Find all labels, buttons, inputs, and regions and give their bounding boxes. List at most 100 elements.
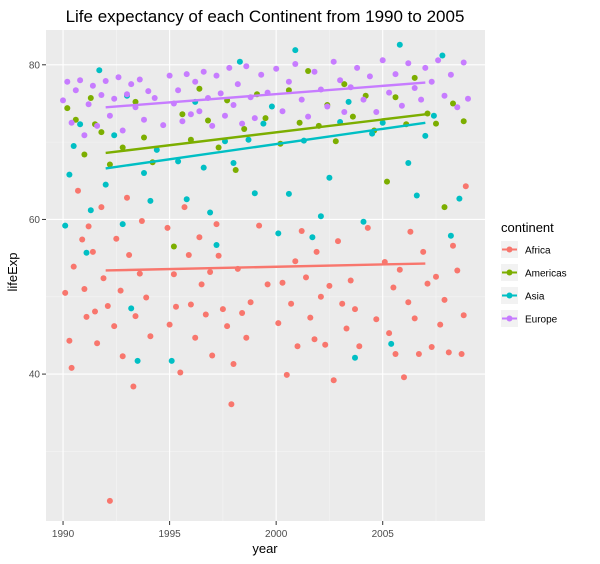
data-point-africa [85, 223, 92, 230]
trend-line-africa [105, 262, 426, 272]
data-point-africa [428, 344, 435, 350]
data-point-asia [134, 357, 141, 364]
data-point-africa [81, 286, 88, 292]
y-tick-label: 40 [29, 370, 41, 381]
data-point-africa [147, 333, 154, 340]
data-point-africa [209, 352, 216, 359]
data-point-africa [83, 313, 90, 320]
data-point-asia [168, 357, 175, 364]
data-point-europe [341, 109, 348, 115]
data-point-africa [68, 364, 75, 371]
data-point-africa [298, 228, 305, 234]
data-point-africa [132, 313, 139, 320]
legend-label: Europe [525, 315, 558, 326]
data-point-europe [98, 92, 105, 98]
data-point-europe [330, 58, 337, 65]
data-point-africa [243, 334, 250, 341]
series-europe-points [60, 57, 471, 139]
data-point-asia [77, 121, 84, 128]
data-point-asia [326, 174, 333, 181]
data-point-europe [200, 68, 207, 75]
data-point-asia [439, 52, 446, 59]
legend: continent Africa Americas Asia Europe [501, 220, 567, 327]
data-point-europe [435, 57, 442, 64]
data-point-europe [85, 101, 92, 108]
data-point-africa [288, 300, 295, 307]
data-point-africa [292, 258, 299, 265]
data-point-asia [292, 47, 299, 54]
data-point-americas [433, 120, 439, 127]
data-point-americas [141, 134, 147, 141]
data-point-africa [373, 316, 380, 323]
data-point-asia [102, 181, 109, 188]
data-point-africa [138, 218, 145, 224]
data-point-africa [100, 275, 107, 282]
legend-key-point [506, 292, 513, 299]
data-point-americas [285, 87, 292, 94]
data-point-asia [360, 218, 367, 225]
data-point-americas [460, 118, 467, 125]
data-point-africa [326, 282, 333, 289]
data-point-europe [94, 122, 101, 129]
data-point-asia [70, 143, 77, 149]
data-point-europe [209, 122, 216, 129]
data-point-africa [104, 303, 111, 309]
x-axis-ticks: 1990 1995 2000 2005 [52, 521, 394, 540]
data-point-africa [164, 224, 171, 231]
data-point-europe [230, 102, 237, 108]
data-point-asia [245, 136, 252, 143]
data-point-africa [66, 337, 73, 344]
data-point-americas [179, 111, 186, 118]
data-point-americas [384, 178, 390, 185]
data-point-africa [347, 277, 354, 284]
data-point-asia [369, 130, 376, 137]
data-point-africa [98, 204, 105, 211]
data-point-africa [89, 248, 96, 255]
legend-label: Americas [525, 269, 567, 280]
data-point-asia [422, 132, 429, 139]
data-point-africa [94, 340, 101, 347]
data-point-africa [181, 204, 188, 211]
data-point-europe [187, 111, 194, 118]
data-point-asia [141, 170, 147, 176]
data-point-africa [124, 194, 130, 201]
legend-item-americas: Americas [501, 264, 567, 281]
legend-key-point [506, 269, 513, 276]
data-point-asia [447, 232, 454, 239]
data-point-europe [398, 102, 405, 109]
data-point-asia [396, 41, 403, 48]
data-point-asia [200, 164, 207, 171]
data-point-asia [213, 242, 220, 248]
chart-title: Life expectancy of each Continent from 1… [66, 7, 465, 26]
data-point-asia [147, 197, 154, 204]
data-point-europe [258, 71, 265, 78]
data-point-africa [352, 306, 358, 313]
data-point-africa [219, 306, 226, 313]
data-point-europe [373, 109, 380, 115]
grid-lines [46, 30, 485, 521]
data-point-europe [226, 64, 233, 71]
data-point-africa [113, 235, 120, 242]
data-point-europe [465, 95, 471, 102]
data-point-asia [230, 160, 237, 166]
data-point-africa [335, 238, 341, 245]
data-point-africa [458, 351, 465, 357]
data-point-africa [460, 312, 467, 319]
data-point-asia [456, 195, 463, 202]
data-point-africa [173, 303, 179, 310]
data-point-europe [106, 112, 113, 119]
data-point-africa [170, 271, 177, 278]
data-point-europe [360, 96, 367, 103]
data-point-africa [317, 293, 324, 300]
data-point-asia [66, 171, 73, 178]
data-point-africa [215, 252, 222, 259]
data-point-americas [119, 144, 126, 151]
data-point-americas [205, 117, 211, 124]
data-point-americas [262, 115, 269, 122]
data-point-americas [170, 243, 177, 250]
data-point-europe [128, 81, 135, 88]
data-point-asia [183, 196, 190, 203]
data-point-europe [311, 68, 318, 75]
data-point-europe [222, 112, 228, 119]
